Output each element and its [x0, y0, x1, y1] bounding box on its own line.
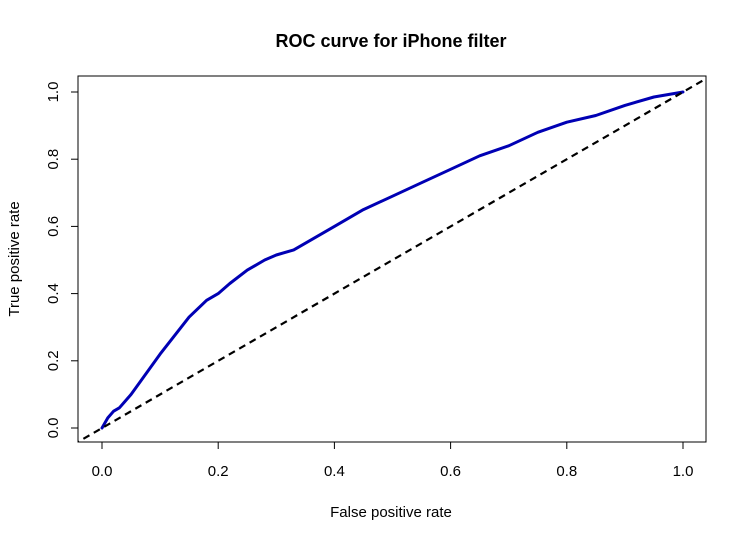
- series-layer: [78, 77, 706, 442]
- reference-diagonal-line: [78, 77, 706, 442]
- x-tick-label: 0.2: [208, 463, 229, 480]
- x-tick-label: 0.0: [92, 463, 113, 480]
- x-tick-label: 1.0: [673, 463, 694, 480]
- x-tick-label: 0.4: [324, 463, 345, 480]
- roc-curve-line: [100, 90, 685, 430]
- y-axis: 0.0 0.2 0.4 0.6 0.8 1.0: [45, 82, 79, 439]
- chart-title: ROC curve for iPhone filter: [275, 31, 506, 51]
- x-tick-label: 0.6: [440, 463, 461, 480]
- y-tick-label: 0.6: [45, 216, 62, 237]
- y-tick-label: 1.0: [45, 82, 62, 103]
- y-axis-label: True positive rate: [6, 201, 23, 316]
- x-axis-label: False positive rate: [330, 504, 452, 521]
- x-tick-label: 0.8: [556, 463, 577, 480]
- y-tick-label: 0.4: [45, 283, 62, 304]
- y-tick-label: 0.0: [45, 418, 62, 439]
- y-tick-label: 0.2: [45, 350, 62, 371]
- y-tick-label: 0.8: [45, 149, 62, 170]
- x-axis: 0.0 0.2 0.4 0.6 0.8 1.0: [92, 441, 694, 480]
